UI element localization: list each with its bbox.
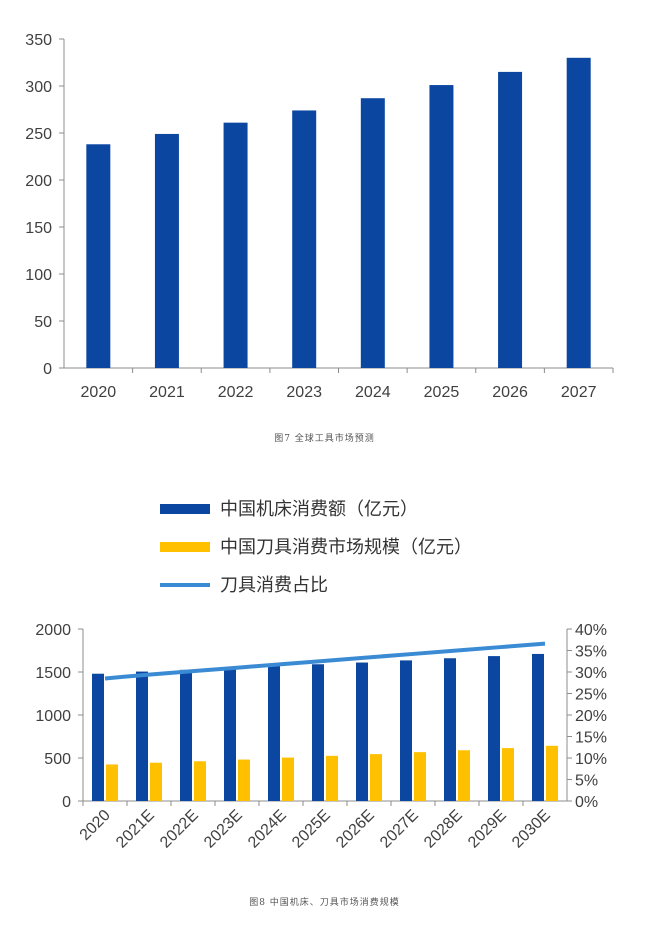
chart2-bar-machine-tool	[180, 669, 192, 801]
chart2-right-tick-label: 40%	[575, 622, 607, 639]
chart2-x-tick-label: 2027E	[377, 807, 422, 852]
chart1-caption: 图7 全球工具市场预测	[274, 434, 375, 444]
chart2-bar-machine-tool	[532, 653, 544, 801]
global-tool-market-chart: 0 50 100 150 200 250 300 350 2020 2021 2022 2023 202…	[25, 32, 614, 401]
legend-label-machine-tool: 中国机床消费额（亿元）	[220, 499, 418, 520]
chart2-bar-cutting-tool	[546, 745, 558, 801]
chart2-right-tick-label: 0%	[575, 794, 598, 811]
chart2-x-tick-label: 2030E	[509, 807, 554, 852]
chart2-bar-machine-tool	[136, 671, 148, 801]
chart1-y-tick-label: 150	[25, 220, 52, 237]
chart2-left-tick-label: 0	[62, 794, 71, 811]
chart2-bar-cutting-tool	[370, 754, 382, 801]
chart1-x-tick-label: 2026	[492, 384, 528, 401]
chart2-right-tick-label: 30%	[575, 665, 607, 682]
chart1-bar	[154, 133, 179, 368]
chart1-x-tick-label: 2024	[355, 384, 391, 401]
chart1-y-tick-label: 50	[34, 314, 52, 331]
chart2-x-tick-label: 2024E	[245, 807, 290, 852]
chart2-bar-cutting-tool	[326, 755, 338, 801]
chart1-x-tick-label: 2020	[81, 384, 117, 401]
chart2-bar-cutting-tool	[414, 752, 426, 801]
chart2-bar-cutting-tool	[282, 757, 294, 801]
chart2-left-tick-label: 1000	[35, 708, 71, 725]
legend-line-ratio	[160, 583, 210, 587]
chart2-bar-cutting-tool	[238, 759, 250, 801]
chart2-bar-machine-tool	[444, 658, 456, 801]
legend-swatch-cutting-tool	[160, 542, 210, 552]
chart1-y-tick-label: 300	[25, 79, 52, 96]
chart2-right-tick-label: 5%	[575, 773, 598, 790]
chart2-bar-machine-tool	[488, 656, 500, 801]
chart2-caption: 图8 中国机床、刀具市场消费规模	[249, 898, 400, 908]
chart2-bar-machine-tool	[400, 660, 412, 801]
chart2-right-tick-label: 20%	[575, 708, 607, 725]
chart1-bar	[360, 98, 385, 368]
chart1-x-tick-label: 2022	[218, 384, 254, 401]
chart2-left-tick-label: 1500	[35, 665, 71, 682]
chart1-y-tick-label: 200	[25, 173, 52, 190]
chart1-bar	[86, 144, 111, 368]
chart1-x-tick-label: 2023	[286, 384, 322, 401]
chart2-bar-cutting-tool	[194, 761, 206, 801]
legend-label-ratio: 刀具消费占比	[220, 575, 328, 596]
chart1-x-tick-label: 2021	[149, 384, 185, 401]
china-machine-tool-chart: 0 500 1000 1500 2000 0% 5% 10% 15% 20% 25% 30% 35% 40…	[35, 622, 607, 852]
chart1-y-tick-label: 100	[25, 267, 52, 284]
chart2-bar-cutting-tool	[458, 750, 470, 801]
chart1-bar	[566, 57, 591, 369]
chart2-line-ratio	[104, 641, 546, 681]
chart2-bar-machine-tool	[268, 665, 280, 801]
chart2-right-tick-label: 15%	[575, 730, 607, 747]
chart2-bar-machine-tool	[224, 667, 236, 801]
chart2-left-tick-label: 2000	[35, 622, 71, 639]
chart2-x-tick-label: 2029E	[465, 807, 510, 852]
chart1-y-tick-label: 350	[25, 32, 52, 49]
chart2-x-tick-label: 2023E	[201, 807, 246, 852]
chart1-bar	[223, 122, 248, 368]
chart2-x-tick-label: 2028E	[421, 807, 466, 852]
chart2-bar-cutting-tool	[502, 748, 514, 801]
chart2-bar-machine-tool	[312, 664, 324, 801]
chart2-right-tick-label: 10%	[575, 751, 607, 768]
chart1-bar	[498, 71, 523, 369]
chart1-x-tick-label: 2025	[424, 384, 460, 401]
chart1-x-tick-label: 2027	[561, 384, 597, 401]
chart2-bar-machine-tool	[92, 673, 104, 801]
chart2-x-tick-label: 2025E	[289, 807, 334, 852]
chart1-bar	[292, 110, 317, 368]
chart2-x-tick-label: 2020	[77, 807, 114, 844]
chart1-y-tick-label: 250	[25, 126, 52, 143]
chart2-bar-machine-tool	[356, 662, 368, 801]
chart2-x-tick-label: 2022E	[157, 807, 202, 852]
chart1-bar	[429, 85, 454, 368]
legend-label-cutting-tool: 中国刀具消费市场规模（亿元）	[220, 537, 472, 558]
chart2-left-tick-label: 500	[44, 751, 71, 768]
chart2-right-tick-label: 25%	[575, 687, 607, 704]
chart2-x-tick-label: 2021E	[113, 807, 158, 852]
chart1-y-tick-label: 0	[43, 361, 52, 378]
chart2-bar-cutting-tool	[150, 762, 162, 801]
chart2-bar-cutting-tool	[106, 764, 118, 801]
legend-swatch-machine-tool	[160, 504, 210, 514]
chart2-right-tick-label: 35%	[575, 644, 607, 661]
chart2-x-tick-label: 2026E	[333, 807, 378, 852]
